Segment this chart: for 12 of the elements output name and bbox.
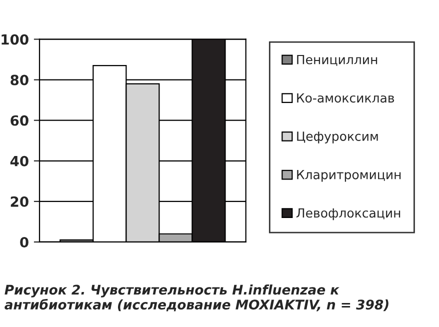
y-tick-label: 80: [10, 74, 28, 86]
y-tick-label: 20: [10, 196, 28, 207]
legend-label: Левофлоксацин: [296, 208, 400, 220]
y-tick-label: 60: [10, 115, 28, 126]
y-tick-label: 40: [10, 156, 28, 166]
legend-label: Цефуроксим: [297, 132, 378, 144]
legend-label: Кларитромицин: [297, 170, 401, 182]
y-tick-label: 100: [2, 34, 28, 45]
legend-label: Ко-амоксиклав: [297, 93, 394, 103]
legend-label: Пенициллин: [297, 54, 378, 66]
text: Рисунок 2. Чувствительность H.influenzae к антибиотикам (исследование MOXIAKTIV, n = 398): [4, 284, 388, 312]
y-tick-label: 0: [20, 236, 28, 248]
